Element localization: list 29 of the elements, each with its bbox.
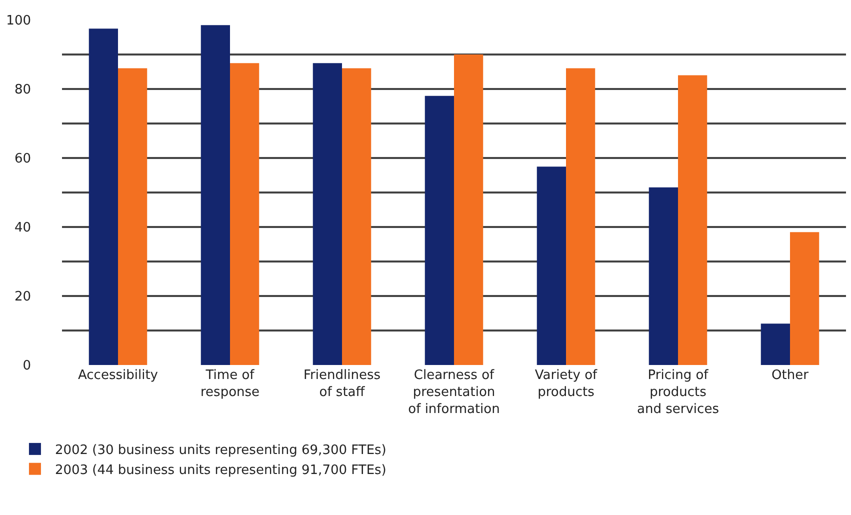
y-tick-label: 0 — [22, 358, 31, 374]
y-tick-label: 60 — [14, 152, 31, 167]
x-tick-label: Other — [772, 368, 810, 383]
y-tick-label: 20 — [14, 290, 31, 305]
x-tick-label: Clearness of presentation of information — [408, 368, 500, 417]
y-tick-label: 80 — [14, 82, 31, 98]
legend-label: 2003 (44 business units representing 91,700 FTEs) — [54, 462, 386, 478]
bar — [566, 68, 596, 365]
bar — [760, 324, 790, 365]
bar — [648, 187, 678, 365]
bar — [342, 68, 372, 365]
x-tick-label: Pricing of products and services — [637, 368, 720, 417]
bar — [424, 96, 454, 365]
bar — [118, 68, 148, 365]
bar — [454, 54, 484, 365]
x-tick-label: Variety of products — [534, 368, 598, 400]
x-tick-label: Friendliness of staff — [304, 368, 381, 400]
bar — [790, 232, 820, 365]
y-tick-label: 40 — [14, 220, 31, 236]
bar — [200, 25, 230, 365]
bar — [312, 63, 342, 365]
x-tick-label: Time of response — [200, 368, 260, 400]
legend-label: 2002 (30 business units representing 69,300 FTEs) — [54, 443, 386, 458]
bar — [536, 166, 566, 365]
bar — [678, 75, 708, 365]
bar — [88, 28, 118, 365]
y-tick-label: 100 — [6, 14, 31, 29]
x-tick-label: Accessibility — [78, 368, 158, 383]
bar — [230, 63, 260, 365]
